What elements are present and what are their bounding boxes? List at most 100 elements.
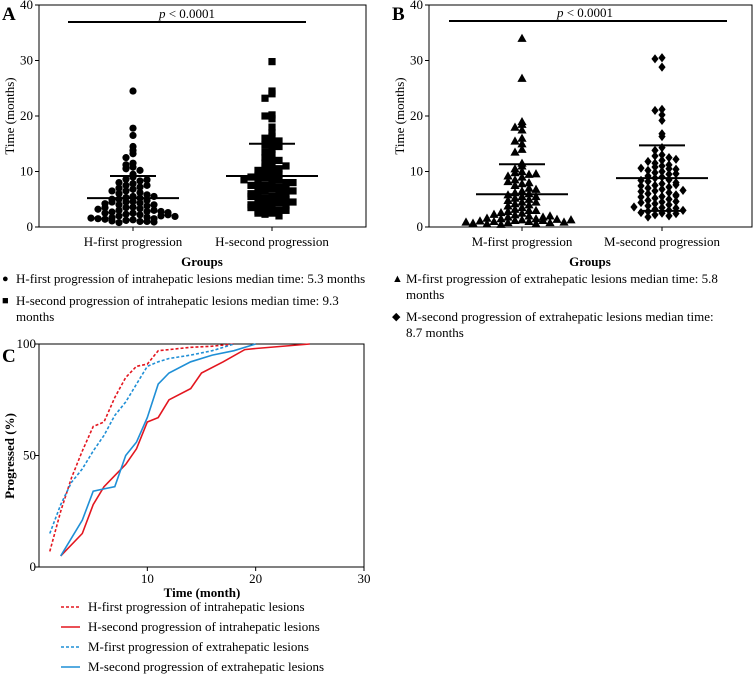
- panel-c-legend: H-first progression of intrahepatic lesi…: [61, 599, 324, 674]
- data-point-triangle: [503, 206, 513, 216]
- data-point-square: [254, 184, 262, 192]
- data-point-diamond: [651, 54, 659, 64]
- data-point-triangle: [489, 209, 499, 218]
- panel-b-points: [461, 33, 687, 228]
- data-point-square: [268, 203, 276, 212]
- panel-b: B Time (months) 0 10 20 30 40 M-first progre…: [392, 0, 753, 269]
- y-tick-label: 100: [17, 336, 37, 351]
- panel-c-xlabel: Time (month): [164, 585, 241, 600]
- data-point-square: [275, 199, 283, 207]
- data-point-square: [268, 123, 276, 131]
- data-point-square: [261, 181, 269, 189]
- data-point-square: [275, 137, 283, 145]
- panel-b-summary-bars: [476, 144, 708, 212]
- data-point-circle: [136, 205, 144, 213]
- y-tick-label: 40: [20, 0, 33, 12]
- data-point-circle: [108, 187, 116, 195]
- data-point-square: [261, 210, 269, 218]
- y-tick-label: 0: [417, 219, 424, 234]
- panel-b-ylabel: Time (months): [392, 77, 407, 154]
- data-point-square: [261, 159, 269, 167]
- data-point-circle: [129, 163, 137, 171]
- panel-c-frame: [38, 343, 365, 568]
- data-point-diamond: [665, 182, 673, 192]
- panel-b-label: B: [392, 4, 405, 25]
- data-point-diamond: [658, 131, 666, 142]
- data-point-diamond: [637, 181, 645, 191]
- data-point-triangle: [531, 219, 541, 228]
- data-point-square: [261, 205, 269, 213]
- data-point-diamond: [644, 195, 652, 205]
- panel-a: A Time (months) 0 10 20 30 40 H-first progre…: [2, 0, 367, 269]
- data-point-square: [254, 209, 262, 217]
- data-point-triangle: [538, 212, 548, 221]
- data-point-circle: [143, 217, 151, 226]
- data-point-square: [247, 203, 255, 212]
- data-point-square: [289, 187, 297, 195]
- data-point-square: [261, 141, 269, 149]
- data-point-diamond: [637, 192, 645, 202]
- legend-label: H-first progression of intrahepatic lesi…: [88, 599, 305, 614]
- data-point-square: [261, 187, 269, 195]
- data-point-square: [275, 176, 283, 184]
- data-point-triangle: [545, 217, 555, 227]
- data-point-square: [254, 196, 262, 204]
- data-point-circle: [136, 177, 144, 185]
- data-point-diamond: [644, 165, 652, 175]
- data-point-circle: [115, 184, 123, 192]
- data-point-diamond: [672, 154, 680, 164]
- data-point-circle: [136, 188, 144, 197]
- data-point-square: [282, 179, 290, 187]
- data-point-triangle: [517, 73, 527, 82]
- panel-c-lines: [49, 343, 310, 557]
- panel-a-xticks: H-first progression H-second progression: [84, 227, 329, 249]
- data-point-circle: [150, 206, 158, 214]
- data-point-diamond: [651, 193, 659, 203]
- data-point-triangle: [517, 144, 527, 153]
- panel-a-ylabel: Time (months): [2, 77, 17, 154]
- data-point-circle: [143, 181, 151, 189]
- data-point-square: [275, 212, 283, 220]
- y-tick-label: 0: [30, 559, 37, 574]
- data-point-circle: [143, 176, 151, 184]
- data-point-diamond: [637, 186, 645, 197]
- data-point-triangle: [517, 191, 527, 201]
- data-point-diamond: [658, 110, 666, 120]
- data-point-triangle: [531, 191, 541, 201]
- data-point-diamond: [644, 189, 652, 199]
- data-point-triangle: [461, 217, 471, 226]
- panel-a-frame: [38, 4, 367, 228]
- panel-a-points: [87, 58, 297, 227]
- data-point-circle: [108, 198, 116, 206]
- data-point-circle: [115, 201, 123, 209]
- data-point-triangle: [489, 216, 499, 226]
- data-point-triangle: [503, 176, 513, 186]
- data-point-square: [261, 148, 269, 156]
- panel-c: C Progressed (%) 0 50 100 10 20 30 Time (mon…: [2, 336, 371, 674]
- panel-a-summary-bars: [87, 142, 318, 200]
- data-point-triangle: [531, 214, 541, 223]
- data-point-diamond: [672, 169, 680, 179]
- data-point-diamond: [637, 163, 645, 173]
- data-point-triangle: [510, 122, 520, 131]
- data-point-square: [254, 177, 262, 186]
- data-point-circle: [164, 208, 172, 217]
- data-point-triangle: [524, 205, 534, 214]
- data-point-circle: [108, 217, 116, 225]
- data-point-diamond: [665, 200, 673, 210]
- x-tick-label: 30: [358, 571, 371, 586]
- data-point-square: [282, 184, 290, 192]
- data-point-triangle: [517, 139, 527, 148]
- data-point-square: [282, 191, 290, 199]
- data-point-triangle: [559, 217, 569, 226]
- data-point-circle: [101, 215, 109, 223]
- series-line-solid: [60, 343, 310, 557]
- y-tick-label: 30: [20, 53, 33, 68]
- panel-a-yticks: 0 10 20 30 40: [20, 0, 39, 234]
- data-point-square: [268, 132, 276, 141]
- panel-c-ylabel: Progressed (%): [2, 413, 17, 499]
- data-point-circle: [129, 87, 137, 95]
- legend-text: H-first progression of intrahepatic lesi…: [16, 271, 366, 286]
- data-point-triangle: [517, 125, 527, 134]
- data-point-diamond: [658, 53, 666, 63]
